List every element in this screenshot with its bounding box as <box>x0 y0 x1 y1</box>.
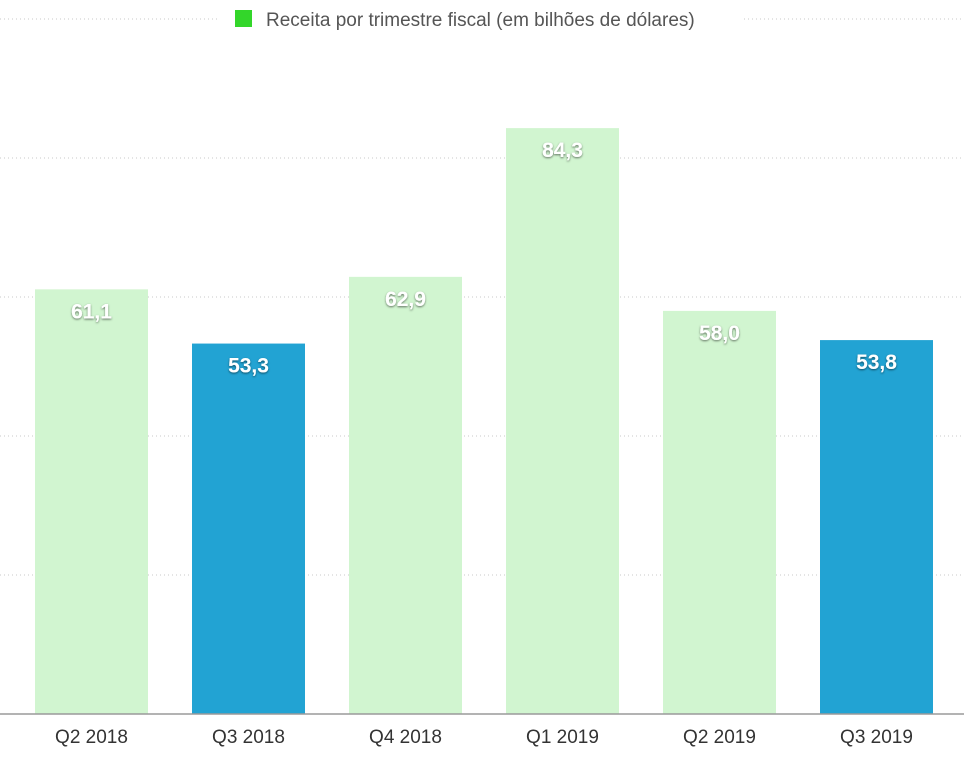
bar <box>820 340 933 714</box>
bar <box>663 310 776 714</box>
data-label: 84,3 <box>542 139 583 162</box>
legend-label: Receita por trimestre fiscal (em bilhões… <box>266 10 695 31</box>
data-label: 58,0 <box>699 322 740 345</box>
legend: Receita por trimestre fiscal (em bilhões… <box>0 4 964 34</box>
bar <box>35 289 148 714</box>
gridlines <box>0 157 964 576</box>
x-tick-labels: Q2 2018 Q3 2018 Q4 2018 Q1 2019 Q2 2019 Q3 20… <box>55 727 913 748</box>
legend-swatch <box>235 10 252 27</box>
x-tick-label: Q2 2019 <box>683 727 756 748</box>
bar <box>192 343 305 714</box>
x-tick-label: Q3 2019 <box>840 727 913 748</box>
x-tick-label: Q1 2019 <box>526 727 599 748</box>
legend-background <box>220 4 744 34</box>
data-label: 53,3 <box>228 355 269 378</box>
data-label: 53,8 <box>856 351 897 374</box>
bars <box>35 128 933 715</box>
x-tick-label: Q4 2018 <box>369 727 442 748</box>
data-label: 62,9 <box>385 288 426 311</box>
x-tick-label: Q2 2018 <box>55 727 128 748</box>
value-labels: 61,1 53,3 62,9 84,3 58,0 53,8 <box>71 139 897 377</box>
x-tick-label: Q3 2018 <box>212 727 285 748</box>
bar <box>506 128 619 715</box>
bar <box>349 276 462 714</box>
data-label: 61,1 <box>71 300 112 323</box>
